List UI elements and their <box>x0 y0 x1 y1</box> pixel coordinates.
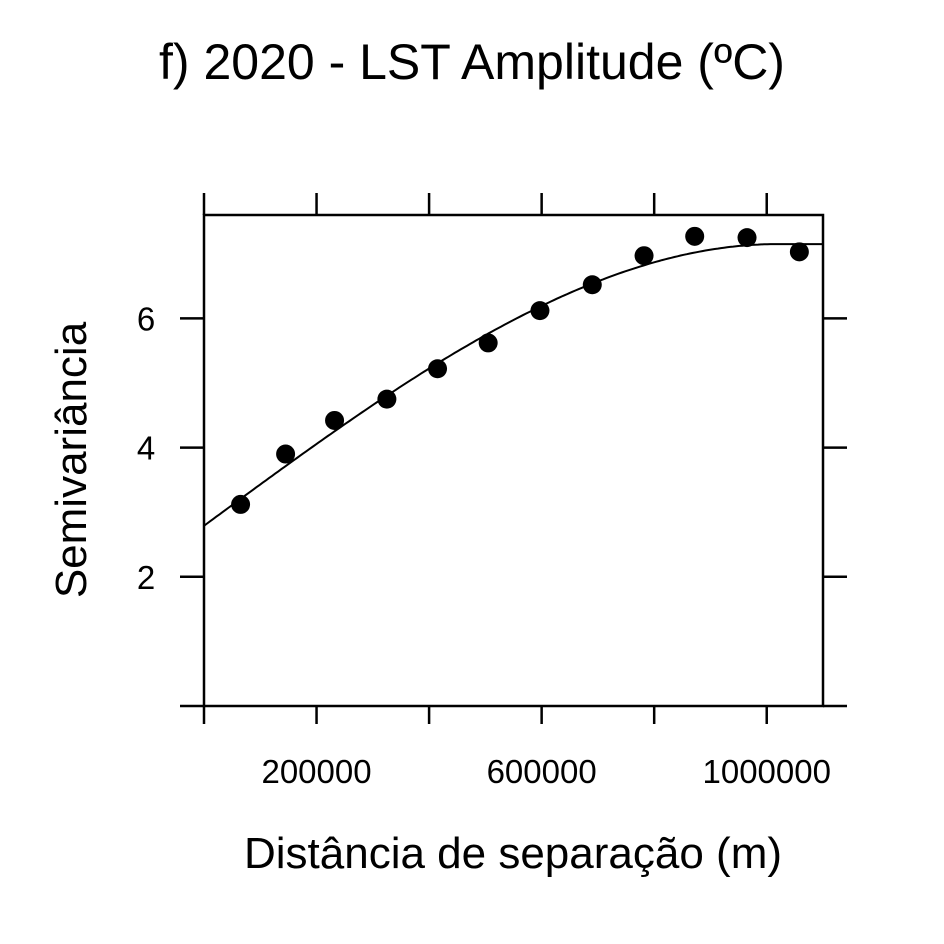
plot-area: 200000 600000 1000000 2 4 6 <box>137 193 847 790</box>
y-axis-ticks <box>180 317 847 708</box>
fitted-model-curve <box>203 243 823 527</box>
data-point-4 <box>428 359 448 379</box>
y-tick-label-1: 4 <box>137 430 155 467</box>
plot-frame <box>202 213 825 708</box>
y-axis-label: Semivariância <box>47 321 96 598</box>
x-tick-label-1: 600000 <box>487 753 597 790</box>
x-axis-label: Distância de separação (m) <box>244 829 782 878</box>
data-point-7 <box>582 275 602 295</box>
x-axis-ticks <box>202 193 768 724</box>
x-axis-tick-labels: 200000 600000 1000000 <box>261 753 830 790</box>
chart-title: f) 2020 - LST Amplitude (ºC) <box>159 34 785 90</box>
x-tick-label-2: 1000000 <box>702 753 830 790</box>
y-axis-tick-labels: 2 4 6 <box>137 300 155 595</box>
data-point-9 <box>685 226 705 246</box>
data-point-3 <box>377 389 397 409</box>
data-point-10 <box>737 228 757 248</box>
y-tick-label-0: 2 <box>137 559 155 596</box>
data-point-1 <box>276 444 296 464</box>
semivariance-points <box>231 226 809 514</box>
data-point-2 <box>325 410 345 430</box>
data-point-6 <box>530 301 550 321</box>
data-point-0 <box>231 494 251 514</box>
x-tick-label-0: 200000 <box>261 753 371 790</box>
data-point-5 <box>478 333 498 353</box>
data-point-11 <box>789 242 809 262</box>
y-tick-label-2: 6 <box>137 300 155 337</box>
data-point-8 <box>634 246 654 266</box>
